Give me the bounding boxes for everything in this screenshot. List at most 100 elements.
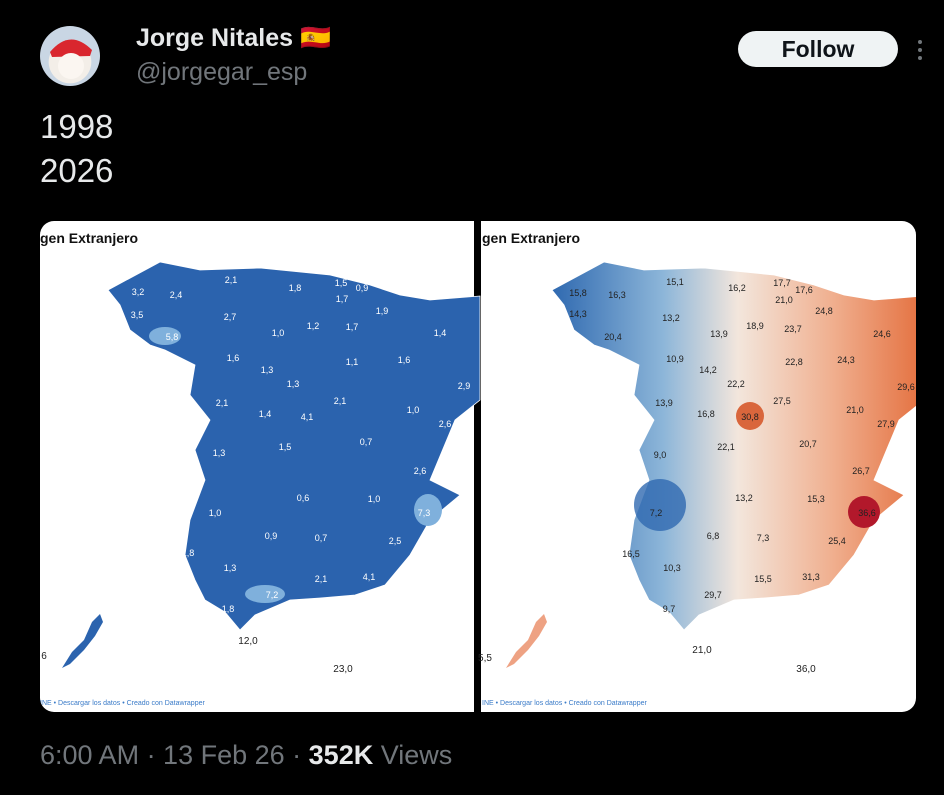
province-label: 3,2: [132, 287, 145, 297]
province-label: 7,2: [650, 508, 663, 518]
divider: [474, 221, 481, 712]
province-label: 1,7: [336, 294, 349, 304]
author-flag: 🇪🇸: [299, 24, 332, 52]
province-label: 16,3: [608, 290, 626, 300]
dot: [918, 48, 922, 52]
province-label: 6: [41, 651, 47, 662]
canary-islands: [62, 614, 103, 668]
province-label: 1,8: [222, 604, 235, 614]
province-label: 1,0: [368, 494, 381, 504]
spain-shape: [107, 261, 481, 631]
avatar[interactable]: [40, 26, 100, 86]
province-label: 20,4: [604, 332, 622, 342]
province-label: 6,8: [707, 531, 720, 541]
province-label: 30,8: [741, 412, 759, 422]
province-label: 1,4: [434, 328, 447, 338]
map-2026: gen Extranjero 15,1 16,2 17,7 17,6 15,8 16,3 21…: [478, 230, 916, 707]
province-label: 1,3: [224, 563, 237, 573]
province-label: 17,6: [795, 285, 813, 295]
province-label: 18,9: [746, 321, 764, 331]
province-label: 25,4: [828, 536, 846, 546]
province-label: 1,0: [272, 328, 285, 338]
province-label: 13,9: [655, 398, 673, 408]
follow-button[interactable]: Follow: [738, 31, 898, 67]
province-label: 13,2: [735, 493, 753, 503]
avatar-face: [58, 53, 84, 79]
province-label: 5,8: [166, 332, 179, 342]
view-count: 352K: [308, 740, 374, 770]
avatar-art: [50, 39, 92, 79]
province-label: 15,8: [569, 288, 587, 298]
province-label: 24,8: [815, 306, 833, 316]
province-label: 1,2: [307, 321, 320, 331]
province-label: 23,0: [333, 664, 353, 675]
province-label: 10,3: [663, 563, 681, 573]
province-label: 17,7: [773, 278, 791, 288]
province-label: 7,3: [418, 508, 431, 518]
region-blob: [245, 585, 285, 603]
province-label: 5,5: [478, 653, 492, 664]
province-label: 13,2: [662, 313, 680, 323]
views-label: Views: [380, 740, 453, 770]
province-label: 4,1: [301, 412, 314, 422]
author-name[interactable]: Jorge Nitales 🇪🇸: [136, 24, 331, 53]
province-label: 1,6: [227, 353, 240, 363]
province-label: 1,3: [213, 448, 226, 458]
province-label: 27,5: [773, 396, 791, 406]
province-label: 2,6: [414, 466, 427, 476]
author-name-text[interactable]: Jorge Nitales: [136, 24, 294, 52]
province-label: 20,7: [799, 439, 817, 449]
province-label: 22,2: [727, 379, 745, 389]
province-label: 9,7: [663, 604, 676, 614]
province-label: 1,3: [287, 379, 300, 389]
province-label: 3,5: [131, 310, 144, 320]
province-label: 1,0: [407, 405, 420, 415]
province-label: 1,1: [346, 357, 359, 367]
canary-islands: [506, 614, 547, 668]
province-label: 16,5: [622, 549, 640, 559]
author-handle[interactable]: @jorgegar_esp: [136, 58, 308, 86]
province-label: 2,1: [334, 396, 347, 406]
media-card: gen Extranjero 2,1 1,8 1,5 0,9 3,2 2,4 1,7 3,5 2,…: [40, 221, 916, 712]
map-footer: INE • Descargar los datos • Creado con D…: [40, 700, 205, 707]
province-label: 29,7: [704, 590, 722, 600]
province-label: 14,3: [569, 309, 587, 319]
province-label: 16,8: [697, 409, 715, 419]
province-label: 1,8: [289, 283, 302, 293]
region-blob: [848, 496, 880, 528]
province-label: 1,0: [209, 508, 222, 518]
province-label: 15,5: [754, 574, 772, 584]
province-label: 36,0: [796, 664, 816, 675]
province-label: 10,9: [666, 354, 684, 364]
media[interactable]: gen Extranjero 2,1 1,8 1,5 0,9 3,2 2,4 1,7 3,5 2,…: [0, 0, 944, 730]
province-label: 0,9: [356, 283, 369, 293]
province-label: 24,3: [837, 355, 855, 365]
province-label: 7,2: [266, 590, 279, 600]
province-label: 22,1: [717, 442, 735, 452]
region-blob: [414, 494, 442, 526]
province-label: 27,9: [877, 419, 895, 429]
dot: [918, 40, 922, 44]
province-label: 1,4: [259, 409, 272, 419]
province-label: 2,9: [458, 381, 471, 391]
province-label: 15,3: [807, 494, 825, 504]
avatar-cap: [50, 39, 92, 57]
map-1998: gen Extranjero 2,1 1,8 1,5 0,9 3,2 2,4 1,7 3,5 2,…: [40, 230, 481, 707]
tweet-text-line: 2026: [40, 152, 114, 189]
province-label: 29,6: [897, 382, 915, 392]
region-blob: [736, 402, 764, 430]
province-label: 1,5: [279, 442, 292, 452]
province-label: 15,1: [666, 277, 684, 287]
province-label: 1,6: [398, 355, 411, 365]
province-label: 9,0: [654, 450, 667, 460]
map-title: gen Extranjero: [482, 230, 580, 246]
province-label: 4,1: [363, 572, 376, 582]
more-menu[interactable]: [914, 38, 926, 62]
timestamp[interactable]: 6:00 AM · 13 Feb 26 ·: [40, 740, 302, 770]
province-label: 1,3: [261, 365, 274, 375]
province-label: 26,7: [852, 466, 870, 476]
province-label: 2,5: [389, 536, 402, 546]
province-label: 22,8: [785, 357, 803, 367]
